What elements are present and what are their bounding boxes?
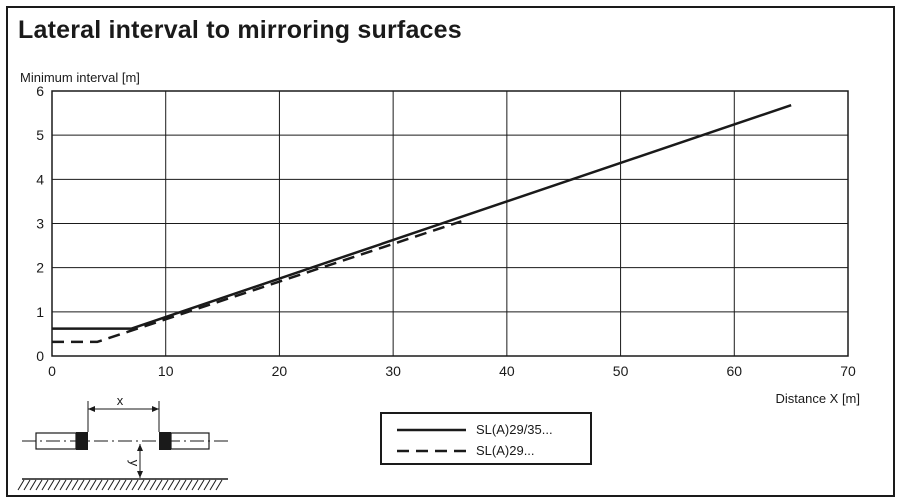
hatch-line [107, 479, 115, 491]
hatch-line [203, 479, 211, 491]
hatch-line [77, 479, 85, 491]
hatch-line [215, 479, 223, 491]
right-device-lens [159, 432, 171, 450]
legend-box [380, 412, 592, 465]
hatch-line [209, 479, 217, 491]
y-tick-label: 6 [36, 83, 44, 99]
x-tick-label: 40 [499, 363, 515, 379]
hatch-line [23, 479, 31, 491]
hatch-line [155, 479, 163, 491]
hatch-line [131, 479, 139, 491]
hatch-line [101, 479, 109, 491]
hatch-line [95, 479, 103, 491]
hatch-line [41, 479, 49, 491]
x-tick-label: 0 [48, 363, 56, 379]
hatch-line [149, 479, 157, 491]
tick-labels: 0 10 20 30 40 50 60 70 0 1 2 3 4 5 6 [36, 83, 856, 379]
hatch-line [29, 479, 37, 491]
hatch-line [65, 479, 73, 491]
x-tick-label: 50 [613, 363, 629, 379]
y-arrow-top [137, 444, 143, 451]
hatch-line [125, 479, 133, 491]
series-line-dashed [52, 220, 462, 344]
x-arrow-right [152, 406, 159, 412]
legend: SL(A)29/35... SL(A)29... [380, 412, 592, 465]
hatch-line [185, 479, 193, 491]
legend-label-solid: SL(A)29/35... [476, 422, 553, 437]
hatch-line [89, 479, 97, 491]
hatch-line [137, 479, 145, 491]
hatch-line [197, 479, 205, 491]
y-tick-label: 3 [36, 216, 44, 232]
hatch-line [143, 479, 151, 491]
hatch-line [71, 479, 79, 491]
y-tick-label: 5 [36, 127, 44, 143]
y-axis-label: Minimum interval [m] [20, 70, 140, 85]
plot-border [51, 90, 849, 357]
series-line-solid [52, 103, 792, 330]
y-tick-label: 4 [36, 171, 44, 187]
figure-frame [6, 6, 895, 497]
x-tick-label: 10 [158, 363, 174, 379]
hatch-line [113, 479, 121, 491]
legend-label-dashed: SL(A)29... [476, 443, 535, 458]
hatch-line [179, 479, 187, 491]
schematic-diagram: x y [17, 393, 228, 491]
x-axis-label: Distance X [m] [775, 391, 860, 406]
y-dimension-label: y [127, 460, 142, 467]
hatch-line [173, 479, 181, 491]
hatch-line [53, 479, 61, 491]
series-group [52, 103, 792, 344]
x-tick-label: 70 [840, 363, 856, 379]
x-tick-label: 60 [726, 363, 742, 379]
hatch-line [191, 479, 199, 491]
hatch-line [83, 479, 91, 491]
hatch-line [35, 479, 43, 491]
x-dimension-label: x [117, 393, 124, 408]
hatch-line [119, 479, 127, 491]
x-tick-label: 20 [272, 363, 288, 379]
hatch-line [167, 479, 175, 491]
x-arrow-left [88, 406, 95, 412]
x-tick-label: 30 [385, 363, 401, 379]
y-tick-label: 2 [36, 260, 44, 276]
surface-hatching [17, 479, 223, 491]
chart-title: Lateral interval to mirroring surfaces [18, 16, 462, 44]
y-tick-label: 0 [36, 348, 44, 364]
hatch-line [47, 479, 55, 491]
hatch-line [59, 479, 67, 491]
hatch-line [161, 479, 169, 491]
y-arrow-bottom [137, 471, 143, 478]
hatch-line [17, 479, 25, 491]
y-tick-label: 1 [36, 304, 44, 320]
